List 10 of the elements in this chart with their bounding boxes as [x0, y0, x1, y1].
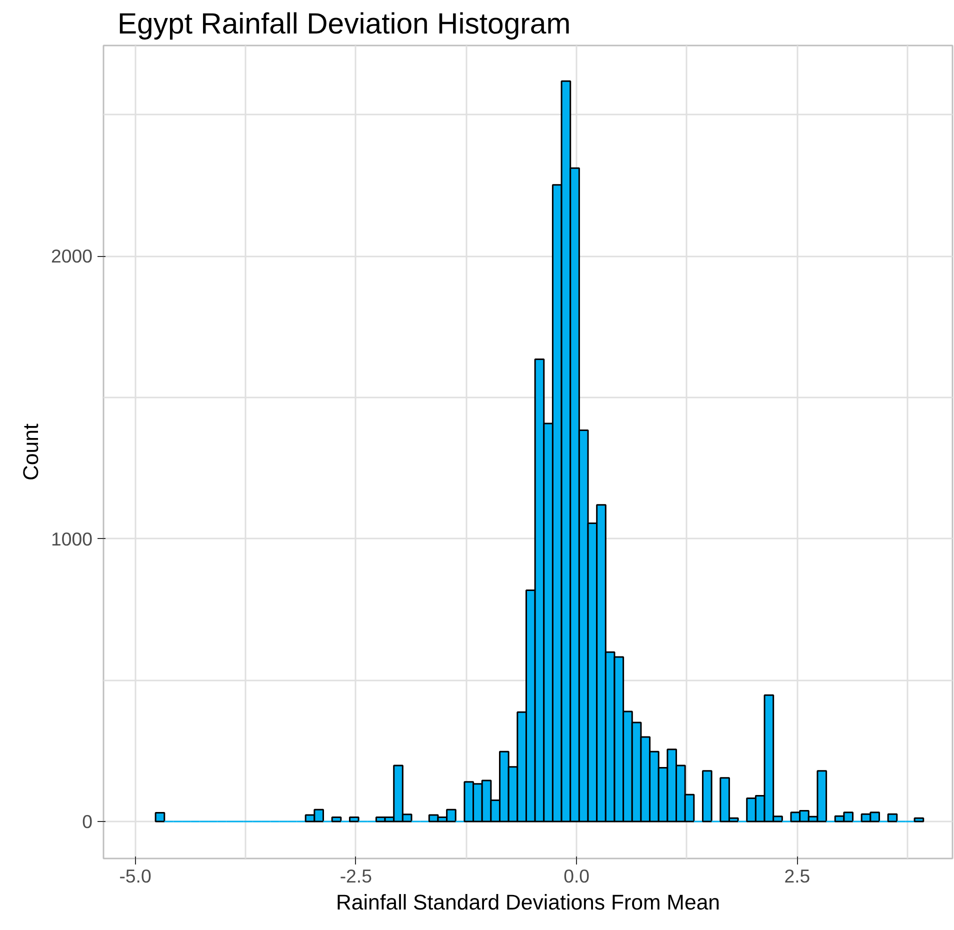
y-axis-title: Count: [18, 423, 43, 480]
y-tick-label: 1000: [50, 528, 93, 550]
y-tick-label: 2000: [50, 246, 93, 267]
x-tick-label: 0.0: [564, 866, 590, 886]
x-axis-title: Rainfall Standard Deviations From Mean: [336, 890, 720, 914]
y-tick-label: 0: [82, 810, 93, 832]
chart-title: Egypt Rainfall Deviation Histogram: [118, 8, 571, 40]
x-tick-label: -2.5: [340, 866, 372, 886]
x-tick-label: -5.0: [119, 866, 152, 886]
x-tick-label: 2.5: [784, 866, 810, 886]
